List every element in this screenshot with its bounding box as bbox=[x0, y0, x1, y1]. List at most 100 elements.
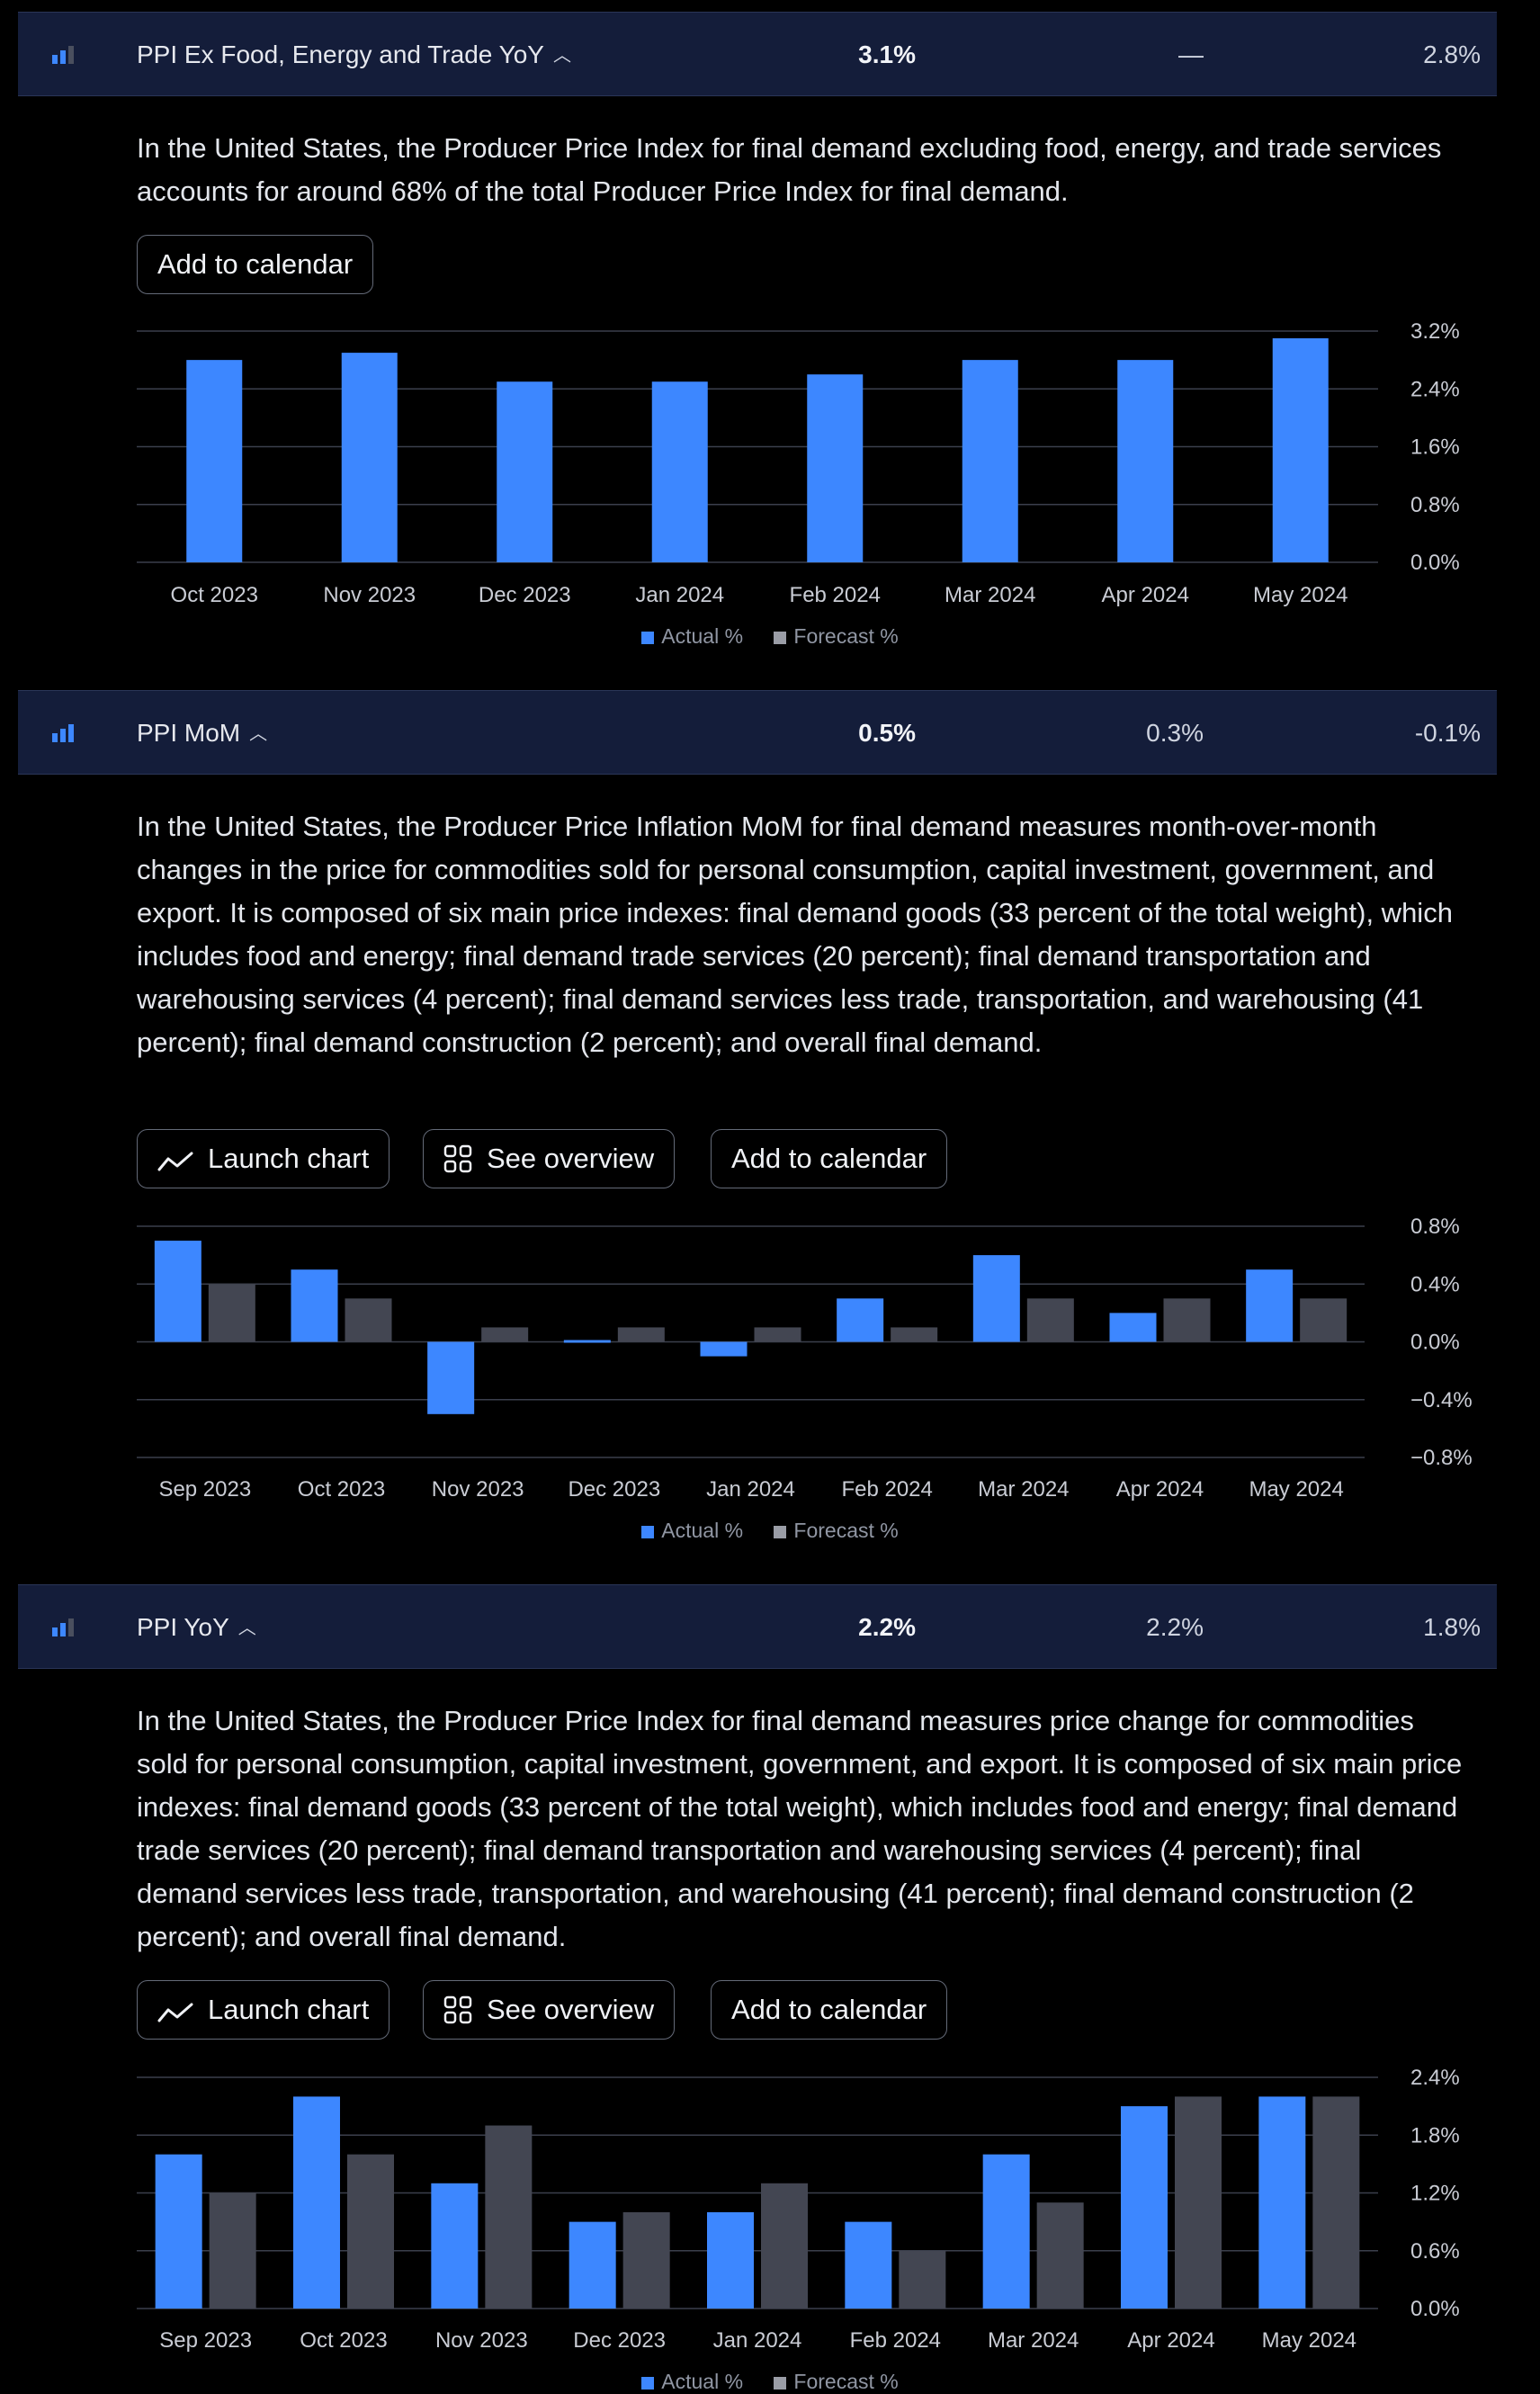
bar-actual bbox=[569, 2221, 616, 2309]
see-overview-button[interactable]: See overview bbox=[423, 1980, 676, 2040]
bar-forecast bbox=[1175, 2096, 1222, 2309]
forecast-value: 2.2% bbox=[1146, 1613, 1204, 1641]
line-chart-icon bbox=[157, 1152, 193, 1171]
add-to-calendar-button[interactable]: Add to calendar bbox=[711, 1980, 948, 2040]
chevron-up-icon[interactable]: ︿ bbox=[552, 46, 571, 66]
see-overview-label: See overview bbox=[487, 1143, 655, 1174]
indicator-title: PPI Ex Food, Energy and Trade YoY ︿ bbox=[137, 13, 571, 97]
bar-forecast bbox=[754, 1327, 801, 1342]
x-tick-label: May 2024 bbox=[1262, 2328, 1356, 2353]
legend-actual: Actual % bbox=[641, 1519, 743, 1543]
launch-chart-button[interactable]: Launch chart bbox=[137, 1129, 390, 1188]
bar-forecast bbox=[209, 2192, 256, 2309]
bar-actual bbox=[341, 353, 398, 562]
actual-value: 2.2% bbox=[858, 1613, 916, 1641]
bar-actual bbox=[563, 1340, 611, 1343]
bar-forecast bbox=[761, 2183, 808, 2309]
bar-actual bbox=[807, 374, 864, 562]
bar-actual bbox=[431, 2183, 479, 2309]
bar-forecast bbox=[485, 2125, 533, 2309]
y-tick-label: 1.2% bbox=[1410, 2182, 1460, 2206]
y-tick-label: 0.4% bbox=[1410, 1272, 1460, 1296]
bar-actual bbox=[845, 2221, 892, 2309]
bar-forecast bbox=[1312, 2096, 1360, 2309]
add-to-calendar-label: Add to calendar bbox=[157, 248, 354, 280]
indicator-row-ppi-yoy[interactable]: PPI YoY ︿ 2.2% 2.2% 1.8% bbox=[18, 1584, 1497, 1669]
y-tick-label: 0.0% bbox=[1410, 2297, 1460, 2321]
bar-forecast bbox=[891, 1327, 938, 1342]
x-tick-label: Feb 2024 bbox=[841, 1477, 932, 1502]
forecast-value: 0.3% bbox=[1146, 719, 1204, 747]
indicator-title-text: PPI YoY bbox=[137, 1613, 229, 1641]
launch-chart-label: Launch chart bbox=[208, 1994, 370, 2025]
line-chart-icon bbox=[157, 2003, 193, 2022]
bar-forecast bbox=[208, 1284, 255, 1342]
bar-forecast bbox=[1026, 1298, 1074, 1342]
x-tick-label: Dec 2023 bbox=[479, 583, 571, 607]
x-tick-label: Apr 2024 bbox=[1116, 1477, 1204, 1502]
forecast-value: — bbox=[1178, 40, 1204, 68]
y-tick-label: 2.4% bbox=[1410, 2066, 1460, 2090]
legend-actual-swatch bbox=[641, 1526, 655, 1538]
x-tick-label: Feb 2024 bbox=[850, 2328, 941, 2353]
chart-legend: Actual % Forecast % bbox=[0, 1519, 1540, 1543]
legend-forecast-swatch bbox=[774, 632, 787, 644]
bar-actual bbox=[1272, 338, 1329, 562]
x-tick-label: Dec 2023 bbox=[568, 1477, 660, 1502]
bar-chart-icon bbox=[52, 46, 74, 64]
legend-forecast-label: Forecast % bbox=[793, 1519, 899, 1542]
bar-actual bbox=[427, 1341, 475, 1414]
bar-chart-icon bbox=[52, 724, 74, 742]
y-tick-label: 1.8% bbox=[1410, 2123, 1460, 2147]
x-tick-label: Sep 2023 bbox=[159, 2328, 252, 2353]
indicator-row-ppi-ex-food[interactable]: PPI Ex Food, Energy and Trade YoY ︿ 3.1% … bbox=[18, 12, 1497, 96]
bar-forecast bbox=[1163, 1298, 1211, 1342]
x-tick-label: Jan 2024 bbox=[713, 2328, 802, 2353]
y-tick-label: 2.4% bbox=[1410, 377, 1460, 401]
bar-forecast bbox=[345, 1298, 392, 1342]
actual-value: 3.1% bbox=[858, 40, 916, 68]
see-overview-button[interactable]: See overview bbox=[423, 1129, 676, 1188]
actual-value: 0.5% bbox=[858, 719, 916, 747]
launch-chart-button[interactable]: Launch chart bbox=[137, 1980, 390, 2040]
legend-actual-swatch bbox=[641, 632, 655, 644]
grid-icon bbox=[443, 1995, 472, 2024]
indicator-description: In the United States, the Producer Price… bbox=[137, 811, 1453, 1058]
previous-value: 2.8% bbox=[1423, 40, 1481, 68]
x-tick-label: Sep 2023 bbox=[158, 1477, 251, 1502]
add-to-calendar-label: Add to calendar bbox=[731, 1143, 927, 1174]
x-tick-label: Jan 2024 bbox=[706, 1477, 795, 1502]
chart-legend: Actual % Forecast % bbox=[0, 624, 1540, 649]
bar-actual bbox=[707, 2211, 754, 2309]
grid-icon bbox=[443, 1144, 472, 1173]
x-tick-label: Apr 2024 bbox=[1127, 2328, 1214, 2353]
x-tick-label: Nov 2023 bbox=[432, 1477, 524, 1502]
chevron-up-icon[interactable]: ︿ bbox=[249, 724, 268, 744]
x-tick-label: May 2024 bbox=[1249, 1477, 1343, 1502]
bar-actual bbox=[154, 1241, 201, 1342]
add-to-calendar-button[interactable]: Add to calendar bbox=[137, 235, 374, 294]
y-tick-label: −0.4% bbox=[1410, 1388, 1473, 1412]
see-overview-label: See overview bbox=[487, 1994, 655, 2025]
previous-value: -0.1% bbox=[1414, 719, 1481, 747]
legend-forecast: Forecast % bbox=[774, 624, 899, 649]
indicator-title: PPI MoM ︿ bbox=[137, 691, 267, 776]
chevron-up-icon[interactable]: ︿ bbox=[237, 1618, 256, 1638]
y-tick-label: 0.0% bbox=[1410, 1331, 1460, 1355]
launch-chart-label: Launch chart bbox=[208, 1143, 370, 1174]
y-tick-label: 0.8% bbox=[1410, 493, 1460, 517]
bar-actual bbox=[1117, 360, 1174, 562]
bar-actual bbox=[972, 1255, 1020, 1342]
x-tick-label: Mar 2024 bbox=[988, 2328, 1079, 2353]
indicator-row-ppi-mom[interactable]: PPI MoM ︿ 0.5% 0.3% -0.1% bbox=[18, 690, 1497, 775]
indicator-description: In the United States, the Producer Price… bbox=[137, 132, 1442, 207]
bar-actual bbox=[700, 1341, 748, 1357]
legend-actual-label: Actual % bbox=[661, 624, 744, 648]
y-tick-label: 0.8% bbox=[1410, 1215, 1460, 1239]
x-tick-label: Mar 2024 bbox=[945, 583, 1035, 607]
bar-actual bbox=[962, 360, 1018, 562]
add-to-calendar-button[interactable]: Add to calendar bbox=[711, 1129, 948, 1188]
bar-actual bbox=[651, 381, 708, 562]
y-tick-label: −0.8% bbox=[1410, 1446, 1473, 1470]
